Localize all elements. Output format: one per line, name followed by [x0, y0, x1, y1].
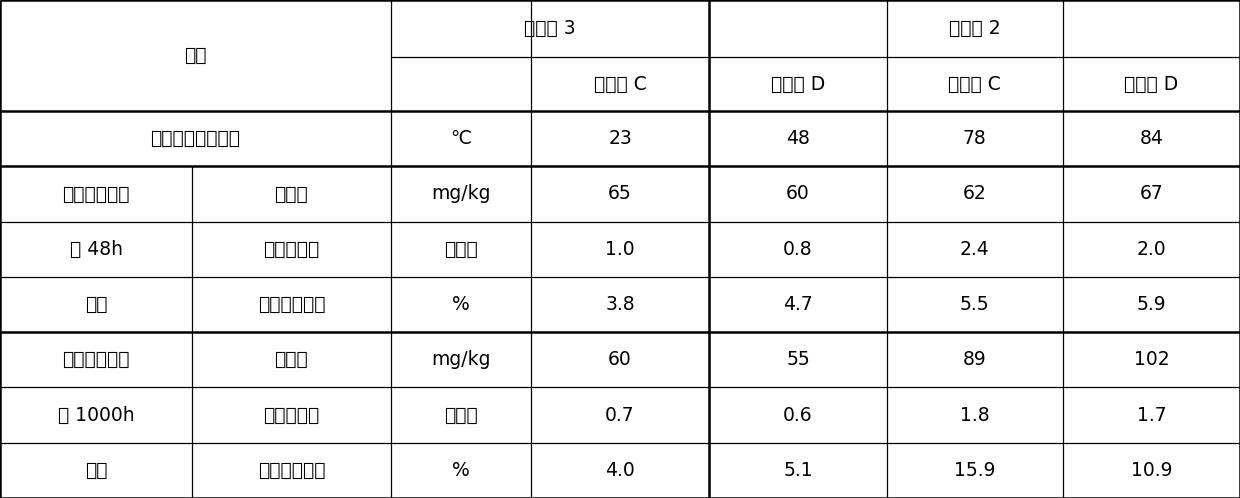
Text: 对比例 2: 对比例 2 [949, 19, 1001, 38]
Text: 0.6: 0.6 [784, 405, 812, 425]
Text: 个单位: 个单位 [444, 405, 477, 425]
Text: ℃: ℃ [450, 129, 471, 148]
Text: 催化剂 C: 催化剂 C [949, 75, 1001, 94]
Text: 1.0: 1.0 [605, 240, 635, 259]
Text: 1.7: 1.7 [1137, 405, 1166, 425]
Text: 行 1000h: 行 1000h [58, 405, 134, 425]
Text: 23: 23 [608, 129, 632, 148]
Text: mg/kg: mg/kg [432, 184, 490, 204]
Text: 催化剂 D: 催化剂 D [771, 75, 825, 94]
Text: 开工后正常运: 开工后正常运 [62, 350, 130, 370]
Text: 89: 89 [962, 350, 987, 370]
Text: 55: 55 [786, 350, 810, 370]
Text: 实施例 3: 实施例 3 [525, 19, 575, 38]
Text: 78: 78 [962, 129, 987, 148]
Text: 催化剂覆碳量: 催化剂覆碳量 [258, 295, 325, 314]
Text: 产品: 产品 [84, 295, 108, 314]
Text: 5.9: 5.9 [1137, 295, 1166, 314]
Text: 催化剂 C: 催化剂 C [594, 75, 646, 94]
Text: 项目: 项目 [184, 46, 207, 65]
Text: 3.8: 3.8 [605, 295, 635, 314]
Text: 4.0: 4.0 [605, 461, 635, 480]
Text: mg/kg: mg/kg [432, 350, 490, 370]
Text: 15.9: 15.9 [954, 461, 996, 480]
Text: 5.1: 5.1 [784, 461, 812, 480]
Text: 硫含量: 硫含量 [274, 350, 309, 370]
Text: 62: 62 [962, 184, 987, 204]
Text: 2.4: 2.4 [960, 240, 990, 259]
Text: 4.7: 4.7 [784, 295, 812, 314]
Text: 48: 48 [786, 129, 810, 148]
Text: 开工后正常运: 开工后正常运 [62, 184, 130, 204]
Text: 60: 60 [786, 184, 810, 204]
Text: %: % [451, 461, 470, 480]
Text: 67: 67 [1140, 184, 1163, 204]
Text: 行 48h: 行 48h [69, 240, 123, 259]
Text: 催化剂 D: 催化剂 D [1125, 75, 1178, 94]
Text: 0.7: 0.7 [605, 405, 635, 425]
Text: 硫含量: 硫含量 [274, 184, 309, 204]
Text: 5.5: 5.5 [960, 295, 990, 314]
Text: 产品: 产品 [84, 461, 108, 480]
Text: 辛烷值损失: 辛烷值损失 [263, 405, 320, 425]
Text: 投油过程最高温升: 投油过程最高温升 [150, 129, 241, 148]
Text: 1.8: 1.8 [960, 405, 990, 425]
Text: 辛烷值损失: 辛烷值损失 [263, 240, 320, 259]
Text: 102: 102 [1133, 350, 1169, 370]
Text: 催化剂覆碳量: 催化剂覆碳量 [258, 461, 325, 480]
Text: 0.8: 0.8 [784, 240, 812, 259]
Text: %: % [451, 295, 470, 314]
Text: 个单位: 个单位 [444, 240, 477, 259]
Text: 65: 65 [608, 184, 632, 204]
Text: 84: 84 [1140, 129, 1163, 148]
Text: 60: 60 [608, 350, 632, 370]
Text: 10.9: 10.9 [1131, 461, 1172, 480]
Text: 2.0: 2.0 [1137, 240, 1166, 259]
